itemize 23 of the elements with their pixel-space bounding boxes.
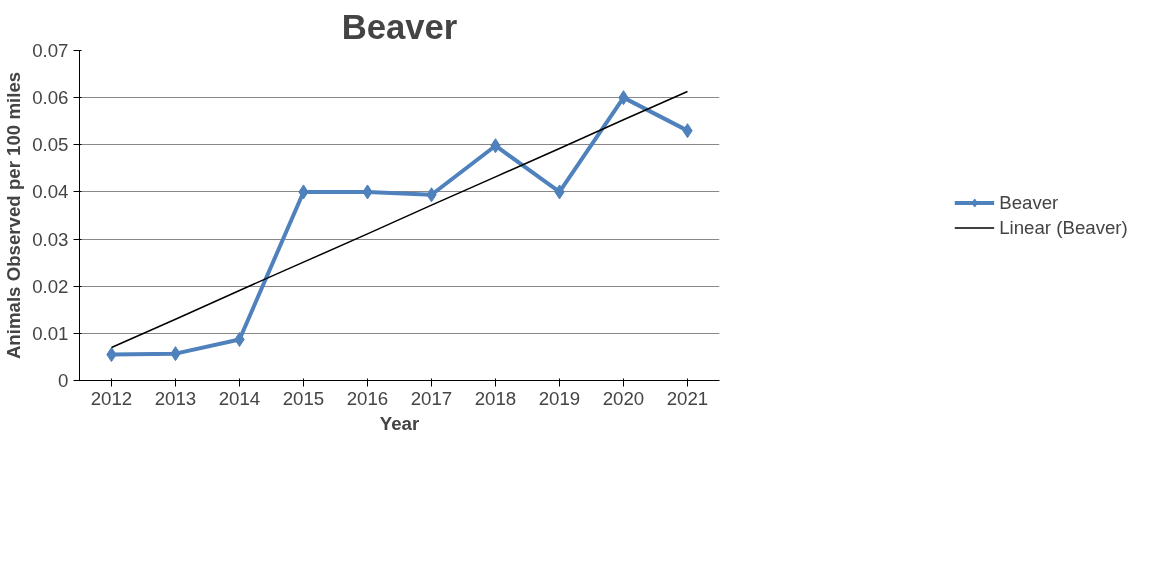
x-tick-label: 2020 xyxy=(602,387,645,409)
x-tick-label: 2019 xyxy=(538,387,581,409)
y-tick-label: 0.04 xyxy=(32,181,69,203)
y-tick-label: 0.07 xyxy=(32,40,69,61)
x-tick-label: 2017 xyxy=(410,387,453,409)
y-axis-title: Animals Observed per 100 miles xyxy=(3,71,25,360)
y-tick-label: 0.01 xyxy=(32,322,69,344)
x-axis-title: Year xyxy=(379,412,420,434)
y-tick-label: 0.02 xyxy=(32,275,69,297)
x-tick-label: 2014 xyxy=(218,387,261,409)
chart-title: Beaver xyxy=(341,7,458,46)
y-tick-label: 0.05 xyxy=(32,134,69,156)
x-tick-label: 2015 xyxy=(282,387,325,409)
x-tick-label: 2012 xyxy=(90,387,133,409)
y-tick-label: 0.03 xyxy=(32,228,69,250)
legend-label: Beaver xyxy=(999,191,1059,214)
x-tick-label: 2021 xyxy=(666,387,709,409)
y-tick-label: 0 xyxy=(58,370,69,391)
x-tick-label: 2016 xyxy=(346,387,389,409)
x-tick-label: 2013 xyxy=(154,387,197,409)
x-tick-label: 2018 xyxy=(474,387,517,409)
y-tick-label: 0.06 xyxy=(32,87,69,109)
legend-label: Linear (Beaver) xyxy=(999,216,1128,239)
